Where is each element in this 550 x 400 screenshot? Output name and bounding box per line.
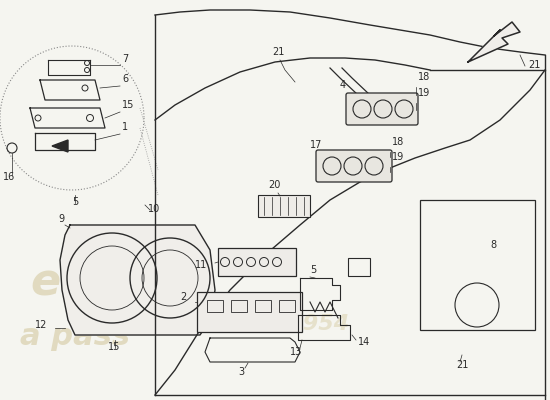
Text: 15: 15 (122, 100, 134, 110)
FancyBboxPatch shape (316, 150, 392, 182)
Text: 2: 2 (180, 292, 186, 302)
Text: 21: 21 (456, 360, 469, 370)
Bar (348, 258, 370, 276)
Text: 6: 6 (122, 74, 128, 84)
Text: a pass: a pass (20, 322, 130, 351)
Bar (420, 200, 535, 330)
FancyBboxPatch shape (346, 93, 418, 125)
Text: 4: 4 (340, 80, 346, 90)
Text: 16: 16 (3, 172, 15, 182)
Text: europ: europ (30, 261, 176, 304)
Text: 19: 19 (418, 88, 430, 98)
Text: 3: 3 (238, 367, 244, 377)
Bar (197, 292, 302, 332)
Polygon shape (468, 22, 520, 62)
Bar (218, 248, 296, 276)
Polygon shape (60, 225, 215, 335)
Text: 5: 5 (310, 265, 316, 275)
Text: 19: 19 (392, 152, 404, 162)
Text: 21: 21 (528, 60, 540, 70)
Text: 17: 17 (310, 140, 322, 150)
Text: 13: 13 (290, 347, 303, 357)
Text: 15: 15 (108, 342, 120, 352)
Bar (207, 300, 223, 312)
Text: 1: 1 (122, 122, 128, 132)
Text: once 1954: once 1954 (220, 314, 349, 334)
Text: 11: 11 (195, 260, 207, 270)
Text: 18: 18 (418, 72, 430, 82)
Text: 20: 20 (268, 180, 280, 190)
Bar (258, 195, 310, 217)
Text: 8: 8 (490, 240, 496, 250)
Text: 18: 18 (392, 137, 404, 147)
Bar (255, 300, 271, 312)
Bar (279, 300, 295, 312)
Text: 14: 14 (358, 337, 370, 347)
Bar (231, 300, 247, 312)
Polygon shape (52, 140, 68, 152)
Text: 7: 7 (122, 54, 128, 64)
Text: 21: 21 (272, 47, 284, 57)
Text: 12: 12 (35, 320, 47, 330)
Text: 5: 5 (72, 197, 78, 207)
Text: 10: 10 (148, 204, 160, 214)
Text: 9: 9 (58, 214, 64, 224)
